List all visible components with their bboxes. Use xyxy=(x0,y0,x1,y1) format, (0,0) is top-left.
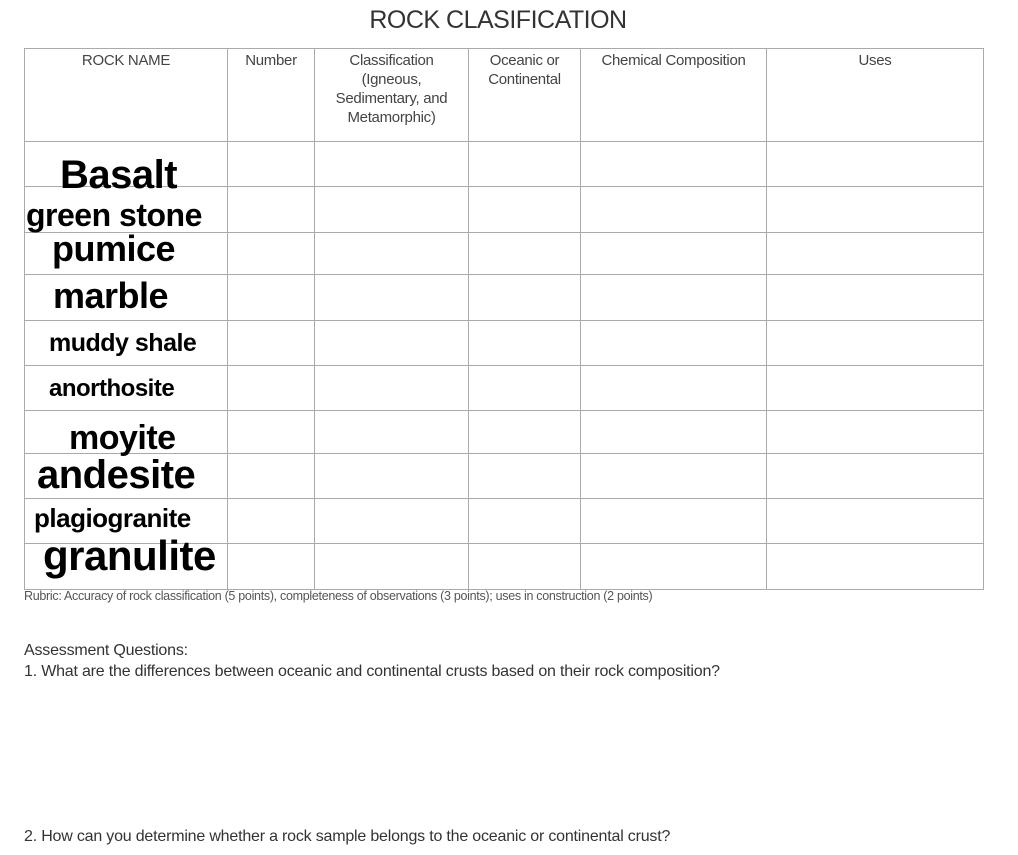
empty-cell xyxy=(766,498,984,544)
rock-name-cell xyxy=(24,453,228,499)
empty-cell xyxy=(314,498,469,544)
empty-cell xyxy=(580,543,767,590)
empty-cell xyxy=(314,320,469,366)
empty-cell xyxy=(227,365,315,411)
empty-cell xyxy=(314,232,469,275)
rock-name-cell xyxy=(24,141,228,187)
empty-cell xyxy=(766,186,984,233)
rock-name: andesite xyxy=(37,453,196,497)
empty-cell xyxy=(468,141,581,187)
rock-name-cell xyxy=(24,365,228,411)
header-row: ROCK NAME Number Classification (Igneous… xyxy=(24,48,984,142)
empty-cell xyxy=(227,274,315,321)
rock-name-cell xyxy=(24,320,228,366)
empty-cell xyxy=(766,453,984,499)
empty-cell xyxy=(580,232,767,275)
empty-cell xyxy=(468,274,581,321)
rock-name: moyite xyxy=(69,419,176,457)
empty-cell xyxy=(580,498,767,544)
table-row xyxy=(24,410,984,454)
empty-cell xyxy=(766,274,984,321)
header-rock-name: ROCK NAME xyxy=(24,48,228,142)
empty-cell xyxy=(468,232,581,275)
empty-cell xyxy=(314,410,469,454)
table-row xyxy=(24,453,984,499)
empty-cell xyxy=(580,453,767,499)
page-title: ROCK CLASIFICATION xyxy=(369,6,627,34)
empty-cell xyxy=(468,186,581,233)
empty-cell xyxy=(468,543,581,590)
empty-cell xyxy=(227,141,315,187)
empty-cell xyxy=(766,232,984,275)
empty-cell xyxy=(227,453,315,499)
empty-cell xyxy=(314,186,469,233)
empty-cell xyxy=(468,320,581,366)
header-chemical-composition: Chemical Composition xyxy=(580,48,767,142)
rock-name: Basalt xyxy=(60,153,178,197)
empty-cell xyxy=(314,141,469,187)
empty-cell xyxy=(227,543,315,590)
empty-cell xyxy=(227,320,315,366)
assessment-heading: Assessment Questions: xyxy=(24,642,188,659)
empty-cell xyxy=(580,186,767,233)
rock-classification-table: ROCK NAME Number Classification (Igneous… xyxy=(24,48,984,590)
empty-cell xyxy=(227,410,315,454)
header-oceanic-continental: Oceanic or Continental xyxy=(468,48,581,142)
empty-cell xyxy=(314,453,469,499)
empty-cell xyxy=(580,365,767,411)
rock-name: pumice xyxy=(52,228,176,269)
empty-cell xyxy=(468,365,581,411)
table-row xyxy=(24,232,984,275)
rock-name-cell xyxy=(24,186,228,233)
empty-cell xyxy=(468,453,581,499)
empty-cell xyxy=(766,410,984,454)
question-2: 2. How can you determine whether a rock … xyxy=(24,828,671,845)
empty-cell xyxy=(580,141,767,187)
header-classification: Classification (Igneous, Sedimentary, an… xyxy=(314,48,469,142)
rock-name: plagiogranite xyxy=(34,503,191,533)
empty-cell xyxy=(314,365,469,411)
header-number: Number xyxy=(227,48,315,142)
question-1: 1. What are the differences between ocea… xyxy=(24,663,720,680)
rock-name: anorthosite xyxy=(49,375,175,402)
empty-cell xyxy=(580,320,767,366)
table-row xyxy=(24,320,984,366)
empty-cell xyxy=(227,498,315,544)
table-row xyxy=(24,141,984,187)
rubric-text: Rubric: Accuracy of rock classification … xyxy=(24,589,653,603)
empty-cell xyxy=(314,274,469,321)
rock-name: granulite xyxy=(43,532,216,579)
rock-name: green stone xyxy=(26,197,202,233)
empty-cell xyxy=(580,410,767,454)
empty-cell xyxy=(314,543,469,590)
table-row xyxy=(24,186,984,233)
empty-cell xyxy=(766,320,984,366)
empty-cell xyxy=(766,543,984,590)
empty-cell xyxy=(468,410,581,454)
empty-cell xyxy=(766,141,984,187)
table-row xyxy=(24,543,984,590)
table-row xyxy=(24,498,984,544)
rock-name-cell xyxy=(24,543,228,590)
empty-cell xyxy=(468,498,581,544)
rock-name: muddy shale xyxy=(49,329,197,357)
rock-name: marble xyxy=(53,275,169,316)
empty-cell xyxy=(227,232,315,275)
header-uses: Uses xyxy=(766,48,984,142)
empty-cell xyxy=(580,274,767,321)
empty-cell xyxy=(766,365,984,411)
table-row xyxy=(24,274,984,321)
empty-cell xyxy=(227,186,315,233)
